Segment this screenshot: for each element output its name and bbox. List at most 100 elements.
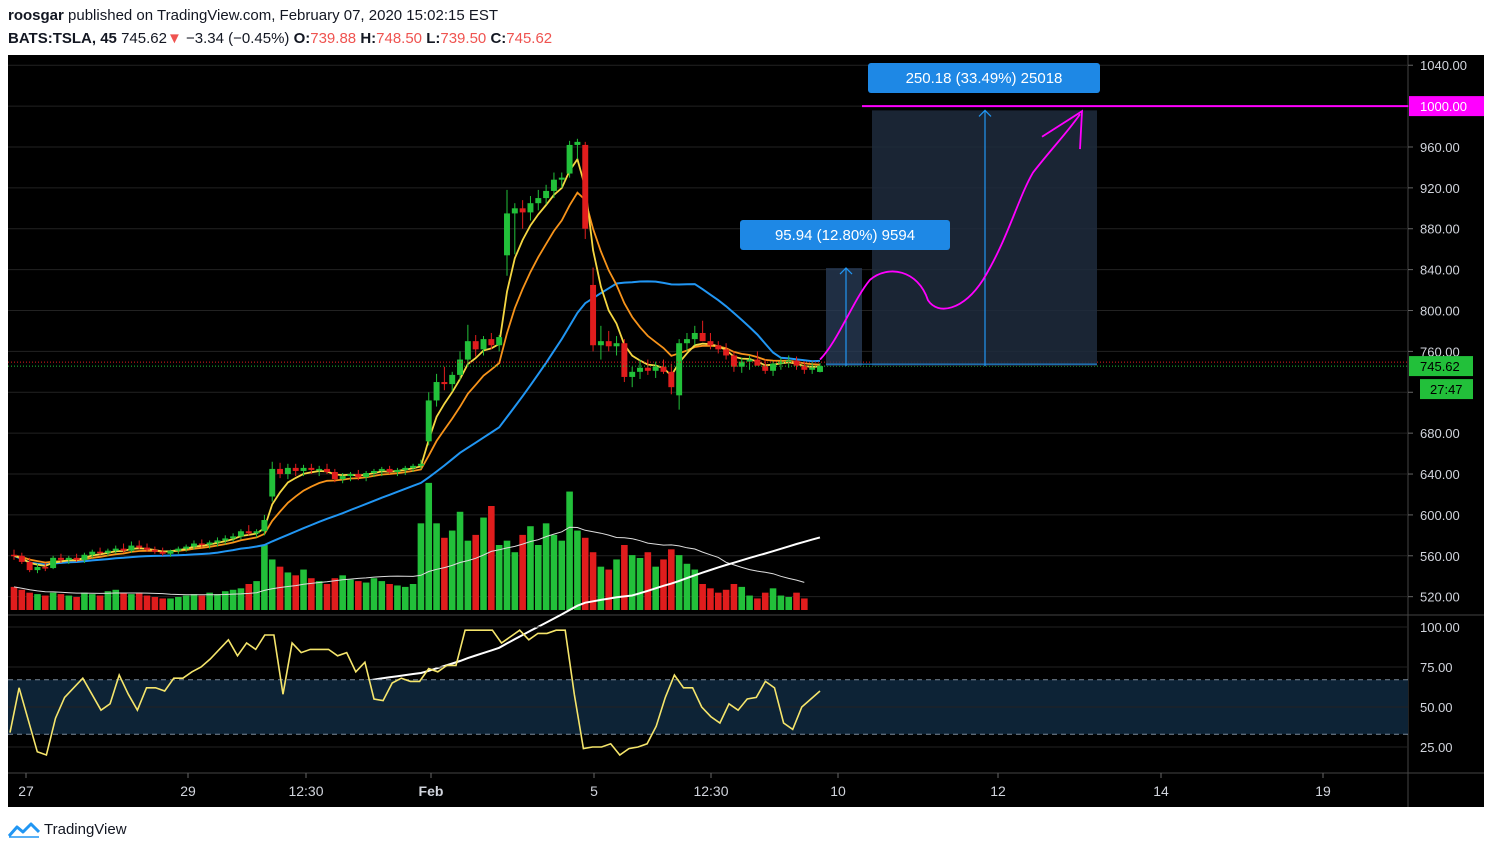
candle-body [449, 374, 456, 385]
candle-body [691, 332, 698, 340]
time-tick-label: 10 [830, 783, 846, 799]
candle-body [754, 359, 761, 366]
candle-body [723, 349, 730, 356]
volume-bar [793, 592, 800, 610]
volume-bar [746, 595, 753, 610]
candle-body [441, 382, 448, 385]
volume-bar [683, 563, 691, 610]
volume-bar [785, 597, 792, 610]
candle-body [81, 554, 88, 560]
volume-bar [206, 592, 213, 610]
volume-bar [104, 591, 112, 610]
rsi-tick-label: 50.00 [1420, 700, 1453, 715]
volume-bar [441, 537, 448, 610]
candle-body [261, 520, 268, 532]
candle-body [535, 198, 542, 204]
volume-bar [190, 594, 198, 610]
candle-body [746, 359, 753, 362]
candle-body [402, 467, 409, 470]
volume-bar [769, 588, 777, 610]
price-change: −3.34 (−0.45%) [186, 30, 290, 47]
price-tick-label: 680.00 [1420, 426, 1460, 441]
time-tick-label: 19 [1315, 783, 1331, 799]
countdown-tag: 27:47 [1430, 382, 1463, 397]
last-price: 745.62 [121, 30, 167, 47]
ma-long-line [13, 280, 821, 566]
volume-bar [558, 540, 566, 610]
volume-bar [527, 526, 534, 610]
rsi-tick-label: 75.00 [1420, 660, 1453, 675]
price-tick-label: 520.00 [1420, 590, 1460, 605]
candle-body [801, 365, 808, 370]
candle-body [277, 468, 284, 475]
volume-bar [675, 555, 683, 610]
measure-arrowhead-2 [978, 109, 992, 117]
tradingview-brand[interactable]: TradingView [44, 821, 127, 838]
volume-bar [151, 597, 159, 610]
candle-body [151, 549, 158, 552]
volume-bar [362, 582, 370, 610]
volume-bar [300, 569, 307, 610]
candle-body [316, 468, 323, 471]
volume-bar [308, 578, 315, 610]
candle-body [34, 567, 41, 571]
candle-body [324, 468, 330, 472]
price-chart[interactable]: 1040.00 1000.00 960.00 920.00 880.00 840.00 80… [8, 55, 1484, 807]
volume-bar [754, 598, 761, 610]
volume-bar [495, 545, 503, 610]
time-tick-label: 12:30 [693, 783, 728, 799]
candle-body [613, 343, 620, 347]
candle-body [652, 366, 659, 371]
chart-frame[interactable]: 1040.00 1000.00 960.00 920.00 880.00 840.00 80… [8, 55, 1484, 807]
last-price-tag-bg [1409, 356, 1473, 377]
candle-body [480, 339, 487, 350]
volume-bar [589, 552, 597, 610]
volume-bar [167, 598, 174, 610]
volume-bar [574, 530, 581, 610]
volume-bar [276, 566, 284, 610]
price-tick-label: 800.00 [1420, 304, 1460, 319]
publisher-name[interactable]: roosgar [8, 7, 64, 24]
candle-body [269, 468, 276, 497]
candle-body [339, 476, 346, 480]
candle-body [11, 554, 17, 557]
volume-bar [26, 592, 33, 610]
high-label: H: [360, 30, 377, 47]
volume-bar [331, 578, 339, 610]
candle-body [378, 468, 385, 471]
volume-bar [355, 581, 362, 610]
volume-bar [777, 595, 785, 610]
volume-bar [636, 558, 644, 610]
volume-bar [722, 589, 730, 610]
time-tick-label: 29 [180, 783, 196, 799]
candle-body [159, 551, 166, 554]
volume-bar [660, 559, 667, 610]
volume-bar [128, 594, 135, 610]
volume-bar [159, 598, 166, 610]
time-tick-label: 14 [1153, 783, 1169, 799]
volume-bar [284, 572, 292, 610]
volume-bar [730, 584, 738, 610]
volume-bar [135, 592, 143, 610]
time-tick-label: 12 [990, 783, 1006, 799]
candle-body [644, 367, 651, 371]
candle-body [26, 561, 33, 571]
volume-bar [112, 589, 120, 610]
candle-body [637, 367, 643, 372]
rsi-line [9, 629, 821, 757]
candle-body [699, 332, 706, 342]
candle-body [394, 469, 401, 472]
volume-bar [519, 534, 526, 610]
volume-bar [268, 559, 276, 610]
candle-body [144, 547, 151, 550]
volume-bar [143, 595, 151, 610]
volume-bar [261, 545, 268, 610]
price-tick-label: 760.00 [1420, 344, 1460, 359]
candle-body [198, 543, 205, 546]
volume-bar [433, 523, 440, 610]
rsi-tick-label: 100.00 [1420, 620, 1460, 635]
candle-body [245, 531, 252, 534]
volume-bar [394, 585, 401, 610]
tradingview-footer: TradingView [8, 821, 127, 838]
candle-body [284, 467, 291, 475]
